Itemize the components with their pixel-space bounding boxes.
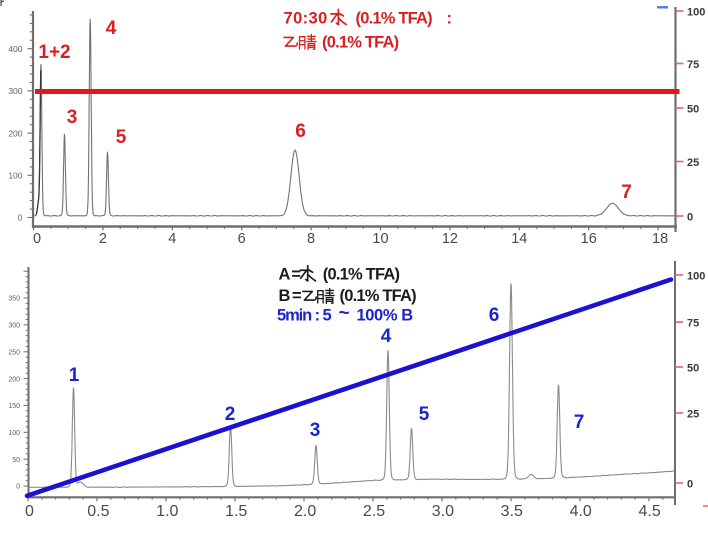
svg-text:0.5: 0.5 [87, 503, 109, 520]
svg-text:100: 100 [8, 171, 22, 181]
svg-text:12: 12 [442, 231, 458, 247]
svg-text:5: 5 [419, 404, 430, 425]
svg-text:200: 200 [8, 376, 20, 383]
svg-text:50: 50 [687, 103, 699, 115]
svg-text:0: 0 [25, 503, 34, 520]
svg-text:4.5: 4.5 [638, 503, 660, 520]
svg-text:0: 0 [687, 211, 693, 223]
svg-text:1+2: 1+2 [38, 42, 70, 63]
svg-text:18: 18 [652, 231, 668, 247]
svg-text:50: 50 [12, 457, 20, 464]
svg-text:2: 2 [99, 231, 107, 247]
svg-text:3.5: 3.5 [501, 503, 523, 520]
svg-text:6: 6 [238, 231, 246, 247]
svg-text:(0.1% TFA): (0.1% TFA) [340, 287, 417, 305]
svg-text:300: 300 [8, 323, 20, 330]
svg-text:5min : 5: 5min : 5 [277, 307, 331, 325]
svg-text:75: 75 [687, 59, 699, 71]
svg-text:1.0: 1.0 [156, 503, 178, 520]
svg-text:6: 6 [489, 305, 500, 326]
svg-text:~: ~ [339, 303, 350, 324]
svg-text:50: 50 [687, 362, 699, 374]
svg-text:100: 100 [687, 270, 705, 282]
svg-text:70:30: 70:30 [284, 9, 328, 27]
svg-text:B =: B = [279, 287, 302, 305]
svg-text:350: 350 [8, 296, 20, 303]
svg-text:250: 250 [8, 349, 20, 356]
svg-text:1.5: 1.5 [225, 503, 247, 520]
svg-text:300: 300 [8, 86, 22, 96]
svg-text:3: 3 [310, 420, 321, 441]
svg-text:25: 25 [687, 408, 699, 420]
svg-text:3: 3 [67, 107, 78, 128]
svg-text:2.5: 2.5 [363, 503, 385, 520]
svg-text:4: 4 [168, 231, 176, 247]
svg-text:400: 400 [8, 44, 22, 54]
svg-text:(0.1% TFA): (0.1% TFA) [323, 266, 400, 284]
svg-text:(0.1% TFA): (0.1% TFA) [356, 9, 433, 27]
svg-text:5: 5 [116, 127, 127, 148]
svg-text:4.0: 4.0 [570, 503, 592, 520]
svg-text:7: 7 [574, 412, 585, 433]
svg-text::: : [447, 9, 453, 27]
svg-text:7: 7 [621, 182, 632, 203]
svg-text:150: 150 [8, 403, 20, 410]
svg-text:100: 100 [8, 430, 20, 437]
svg-text:0: 0 [33, 231, 41, 247]
svg-text:10: 10 [372, 231, 388, 247]
svg-text:0: 0 [18, 213, 23, 223]
svg-text:2: 2 [225, 404, 236, 425]
svg-text:(0.1% TFA): (0.1% TFA) [322, 34, 399, 52]
svg-text:A =: A = [279, 266, 301, 284]
svg-text:25: 25 [687, 157, 699, 169]
svg-text:14: 14 [511, 231, 527, 247]
svg-text:100% B: 100% B [357, 307, 414, 325]
svg-text:4: 4 [381, 326, 392, 347]
svg-text:8: 8 [307, 231, 315, 247]
svg-text:200: 200 [8, 129, 22, 139]
svg-text:2.0: 2.0 [294, 503, 316, 520]
svg-text:100: 100 [687, 6, 705, 18]
svg-text:16: 16 [581, 231, 597, 247]
svg-text:0: 0 [16, 484, 20, 491]
svg-text:3.0: 3.0 [432, 503, 454, 520]
svg-text:4: 4 [106, 18, 117, 39]
svg-text:6: 6 [295, 121, 306, 142]
svg-text:75: 75 [687, 317, 699, 329]
svg-text:0: 0 [687, 478, 693, 490]
svg-text:1: 1 [69, 365, 80, 386]
